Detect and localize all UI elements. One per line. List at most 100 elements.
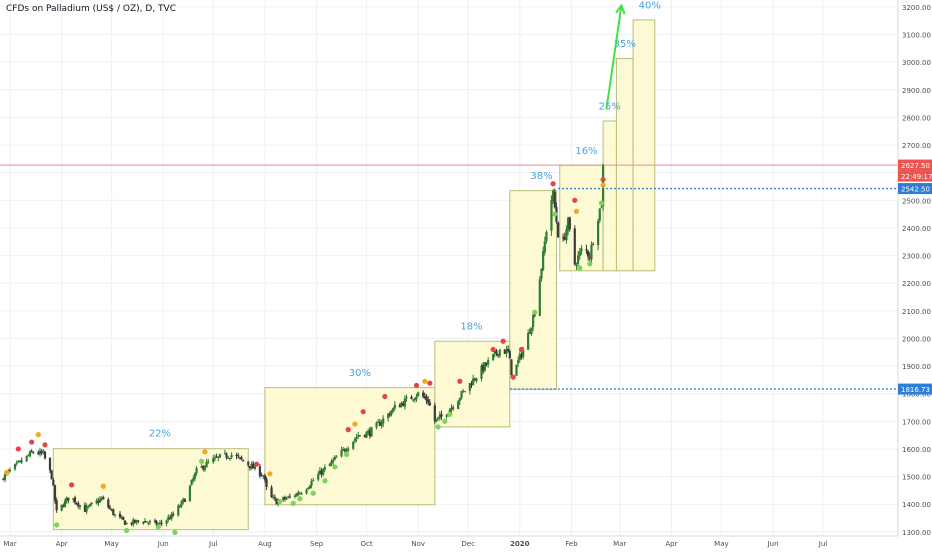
signal-dot [343, 451, 350, 458]
candle-body [352, 441, 355, 449]
level-price-tag: 2542.50 [901, 186, 930, 194]
candle-body [343, 449, 346, 452]
trend-arrow-head [615, 3, 626, 15]
candle-body [517, 360, 520, 364]
price-axis[interactable]: 1300.00 1400.00 1500.00 1600.00 1700.00 1800.… [897, 0, 932, 550]
candle-body [188, 485, 192, 502]
percentage-boxes [52, 19, 656, 531]
price-axis-background [898, 0, 932, 550]
candle-body [323, 467, 326, 470]
candle-body [508, 351, 511, 359]
candle-body [398, 404, 401, 408]
time-tick-label: Jun [767, 540, 779, 548]
candle-body [590, 244, 593, 260]
signal-dot [600, 182, 606, 188]
candle-body [597, 221, 600, 245]
signal-dot [447, 411, 453, 418]
signal-dot [124, 527, 130, 534]
candle-body [183, 499, 187, 502]
candle-body [587, 250, 590, 257]
candle-body [223, 453, 227, 455]
candle-body [518, 353, 521, 360]
signal-dot [435, 424, 441, 430]
candle-body [38, 450, 42, 455]
candle-body [503, 349, 506, 354]
candle-body [333, 456, 336, 460]
candle-body [495, 350, 498, 355]
candle-body [37, 452, 40, 455]
candle-body [437, 417, 440, 419]
candle-body [118, 513, 122, 517]
box-percent-label: 25% [599, 102, 621, 113]
candle-body [137, 520, 140, 522]
candle-body [83, 504, 87, 513]
time-tick-label: Dec [461, 540, 475, 548]
candle-body [357, 435, 360, 437]
candle-body [158, 522, 162, 524]
signal-dot [577, 265, 583, 271]
candle-body [318, 470, 321, 475]
signal-dot [290, 500, 296, 506]
candle-body [402, 402, 405, 406]
candle-body [428, 402, 431, 406]
time-axis[interactable]: Mar Apr May Jun Jul Aug Sep Oct Nov Dec 2020 Feb Mar… [0, 535, 898, 550]
candle-body [283, 497, 286, 500]
candle-body [288, 496, 291, 498]
candle-body [320, 470, 323, 475]
candle-body [567, 217, 570, 231]
signal-dot [600, 176, 606, 183]
candle-body [133, 519, 137, 523]
candle-body [568, 217, 571, 230]
candle-body [378, 421, 381, 426]
candle-body [382, 418, 385, 424]
price-tick-label: 2700.00 [902, 142, 931, 150]
box-percent-label: 35% [614, 39, 636, 50]
candle-body [322, 468, 325, 475]
candle-body [148, 521, 152, 523]
candle-body [307, 487, 310, 490]
countdown-tag: 22:49:17 [901, 173, 932, 181]
candle-body [300, 493, 303, 495]
candle-body [578, 251, 581, 257]
candle-body [153, 520, 157, 522]
candle-body [473, 379, 476, 381]
signal-dot [29, 439, 35, 445]
candle-body [62, 505, 65, 507]
signal-dot [310, 490, 316, 496]
last-price-tag-bg [898, 159, 932, 171]
candle-body [592, 244, 595, 246]
level-price-tag: 1816.73 [901, 386, 930, 394]
candle-body [413, 398, 416, 401]
candle-body [28, 451, 32, 457]
candle-body [545, 231, 548, 242]
candle-body [75, 502, 78, 504]
candle-body [450, 407, 453, 410]
signal-dot [532, 309, 538, 315]
candle-body [492, 353, 495, 360]
signal-dot [598, 200, 605, 206]
candle-body [15, 462, 18, 464]
signal-dot [54, 522, 60, 528]
candle-body [238, 457, 242, 459]
candle-body [475, 378, 478, 381]
candle-body [585, 249, 588, 251]
candle-body [305, 489, 308, 494]
time-tick-label: Apr [56, 540, 68, 548]
candle-body [8, 469, 12, 472]
candle-body [165, 520, 168, 524]
candle-body [63, 500, 67, 507]
candle-body [438, 414, 441, 419]
candle-body [452, 407, 455, 409]
candle-body [497, 353, 500, 356]
candle-body [355, 437, 358, 439]
candle-body [440, 414, 443, 417]
candle-body [67, 497, 70, 501]
signal-dot [198, 458, 205, 465]
candle-body [468, 383, 471, 391]
candle-body [237, 455, 240, 457]
price-tick-label: 2800.00 [902, 114, 931, 122]
candle-body [562, 236, 565, 238]
candle-body [217, 456, 220, 458]
